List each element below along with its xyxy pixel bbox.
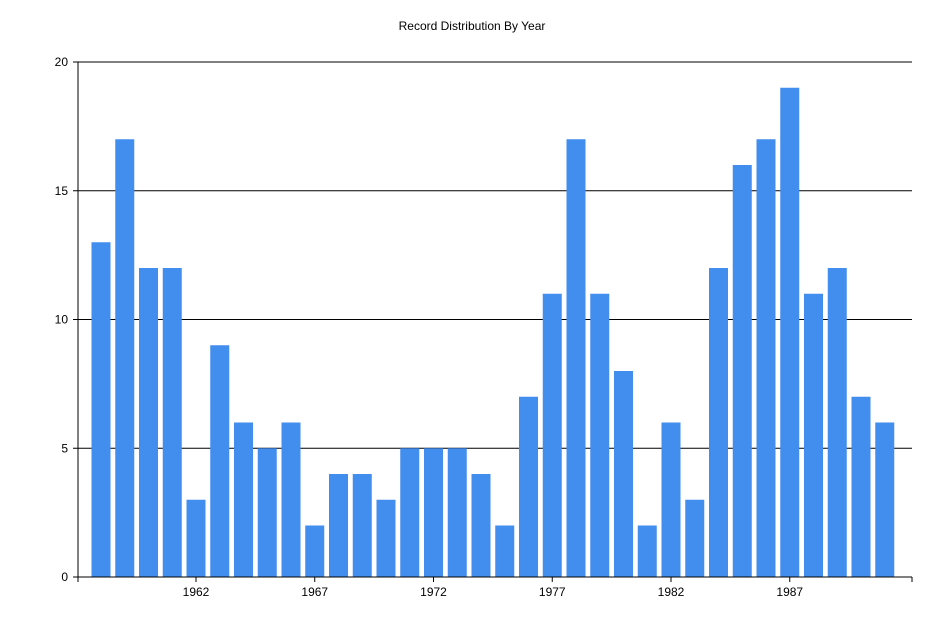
bar-1970 (376, 499, 396, 577)
bar-1968 (329, 474, 348, 577)
bar-1984 (709, 268, 728, 577)
bar-1964 (234, 422, 253, 577)
bar-1961 (162, 268, 182, 577)
bar-1967 (305, 525, 325, 577)
bar-1986 (756, 139, 776, 577)
bar-1985 (732, 165, 752, 577)
bar-1987 (780, 87, 800, 577)
y-tick-label: 5 (61, 441, 68, 455)
bar-1981 (637, 525, 657, 577)
y-tick-label: 10 (55, 313, 69, 327)
bar-1972 (424, 448, 443, 577)
y-tick-label: 20 (55, 55, 69, 69)
x-tick-label: 1967 (301, 585, 328, 599)
bar-1980 (614, 371, 633, 577)
bar-1978 (566, 139, 586, 577)
bar-1991 (875, 422, 895, 577)
bar-1990 (851, 396, 871, 577)
bar-1965 (257, 448, 277, 577)
bar-1966 (281, 422, 301, 577)
bar-1975 (495, 525, 515, 577)
bar-1969 (352, 474, 372, 577)
bar-1960 (139, 268, 158, 577)
bars (91, 87, 895, 577)
x-tick-label: 1987 (776, 585, 803, 599)
y-tick-label: 15 (55, 184, 69, 198)
bar-1962 (186, 499, 206, 577)
x-tick-label: 1962 (183, 585, 210, 599)
bar-1958 (91, 242, 111, 577)
bar-1988 (804, 293, 823, 577)
y-axis-ticks: 0 5 10 15 20 (55, 55, 78, 584)
bar-1959 (115, 139, 135, 577)
bar-1979 (590, 293, 610, 577)
bar-1989 (827, 268, 847, 577)
bar-1983 (685, 499, 705, 577)
bar-1982 (661, 422, 681, 577)
bar-1976 (519, 396, 538, 577)
x-tick-label: 1982 (658, 585, 685, 599)
bar-1963 (210, 345, 230, 577)
y-tick-label: 0 (61, 570, 68, 584)
bar-1977 (542, 293, 562, 577)
bar-1974 (471, 474, 491, 577)
x-axis-ticks: 1962 1967 1972 1977 1982 1987 (77, 577, 913, 599)
bar-1973 (447, 448, 467, 577)
x-tick-label: 1972 (420, 585, 447, 599)
bar-1971 (400, 448, 420, 577)
x-tick-label: 1977 (539, 585, 566, 599)
chart-title: Record Distribution By Year (399, 19, 546, 33)
